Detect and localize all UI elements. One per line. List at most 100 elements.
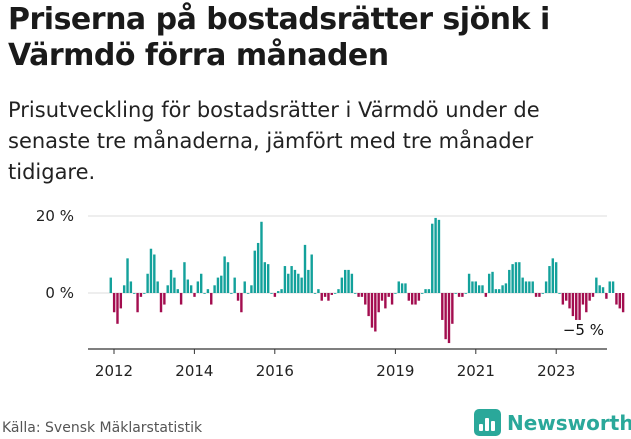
bar	[173, 277, 176, 293]
bar	[277, 291, 280, 294]
bar	[347, 269, 350, 293]
bar	[163, 293, 166, 305]
bar	[327, 293, 330, 301]
bar	[541, 293, 544, 294]
bar	[417, 293, 421, 301]
bar	[303, 244, 307, 294]
bar	[159, 293, 163, 313]
bar	[166, 285, 169, 293]
bar	[605, 293, 608, 299]
bar	[149, 248, 153, 293]
bar	[454, 293, 457, 294]
bar	[377, 293, 380, 313]
bar	[297, 273, 300, 293]
bar	[387, 293, 390, 297]
bar	[508, 269, 511, 293]
bar	[139, 293, 143, 297]
chart-title: Priserna på bostadsrätter sjönk i Värmdö…	[8, 2, 550, 73]
bar	[169, 269, 173, 293]
bar	[477, 285, 481, 293]
bar	[601, 287, 605, 293]
bar	[146, 273, 149, 293]
bar	[410, 293, 414, 305]
bar	[233, 277, 236, 293]
bar	[156, 281, 159, 293]
newsworthy-logo-icon	[474, 409, 501, 436]
bar	[273, 293, 277, 297]
bar	[531, 281, 534, 293]
bar	[270, 293, 273, 294]
bar	[431, 223, 434, 293]
bar	[374, 293, 377, 332]
bar	[608, 281, 611, 293]
bar	[330, 293, 333, 295]
bar	[333, 293, 337, 294]
bar	[206, 289, 210, 293]
bar	[518, 262, 521, 293]
y-axis-labels: 20 % 0 %	[36, 207, 74, 302]
brand-logo: Newsworthy	[474, 409, 631, 436]
bar	[323, 293, 327, 297]
x-axis-labels: 2012 2014 2016 2019 2021 2023	[95, 349, 575, 380]
y-tick-label: 20 %	[36, 207, 74, 225]
bar	[494, 289, 498, 293]
bar	[511, 264, 514, 294]
bar	[367, 293, 370, 317]
bar	[266, 264, 270, 294]
bar	[414, 293, 417, 305]
bar	[350, 273, 354, 293]
bar	[357, 293, 360, 297]
bar	[581, 293, 585, 305]
bar	[256, 242, 260, 293]
bar	[280, 289, 283, 293]
bar	[568, 293, 571, 309]
bar	[189, 285, 193, 293]
bar	[491, 271, 494, 294]
bar	[122, 285, 126, 293]
bar	[538, 293, 541, 297]
bar	[447, 293, 451, 344]
bar	[293, 269, 297, 293]
bar	[427, 289, 431, 293]
bar	[300, 277, 303, 293]
bar	[317, 289, 320, 293]
bar	[585, 293, 588, 313]
bar	[112, 293, 116, 313]
bar	[390, 293, 394, 305]
bar	[236, 293, 240, 301]
bar	[186, 279, 190, 293]
bar	[220, 275, 223, 293]
bar	[153, 254, 156, 293]
bar	[263, 262, 267, 293]
bar	[514, 262, 518, 293]
bar	[283, 266, 287, 293]
bar	[260, 221, 263, 293]
bar	[384, 293, 387, 309]
bar	[109, 277, 112, 293]
bar	[484, 293, 488, 297]
bar	[136, 293, 139, 313]
bar	[457, 293, 461, 297]
bar	[621, 293, 625, 313]
x-tick-label: 2012	[95, 362, 133, 380]
bar	[615, 293, 618, 305]
bar	[611, 281, 615, 293]
bar	[179, 293, 183, 305]
x-tick-label: 2023	[537, 362, 575, 380]
bar	[380, 293, 384, 301]
bar	[307, 269, 310, 293]
bar	[223, 256, 226, 293]
bar	[240, 293, 243, 313]
bar	[571, 293, 575, 317]
bar	[524, 281, 528, 293]
bar	[424, 289, 427, 293]
bar	[534, 293, 538, 297]
bar	[176, 289, 179, 293]
bar	[434, 217, 437, 293]
bar	[504, 283, 508, 294]
x-tick-label: 2021	[457, 362, 495, 380]
bar	[364, 293, 367, 305]
bar	[558, 293, 561, 294]
bar	[598, 285, 601, 293]
bar	[551, 258, 555, 293]
